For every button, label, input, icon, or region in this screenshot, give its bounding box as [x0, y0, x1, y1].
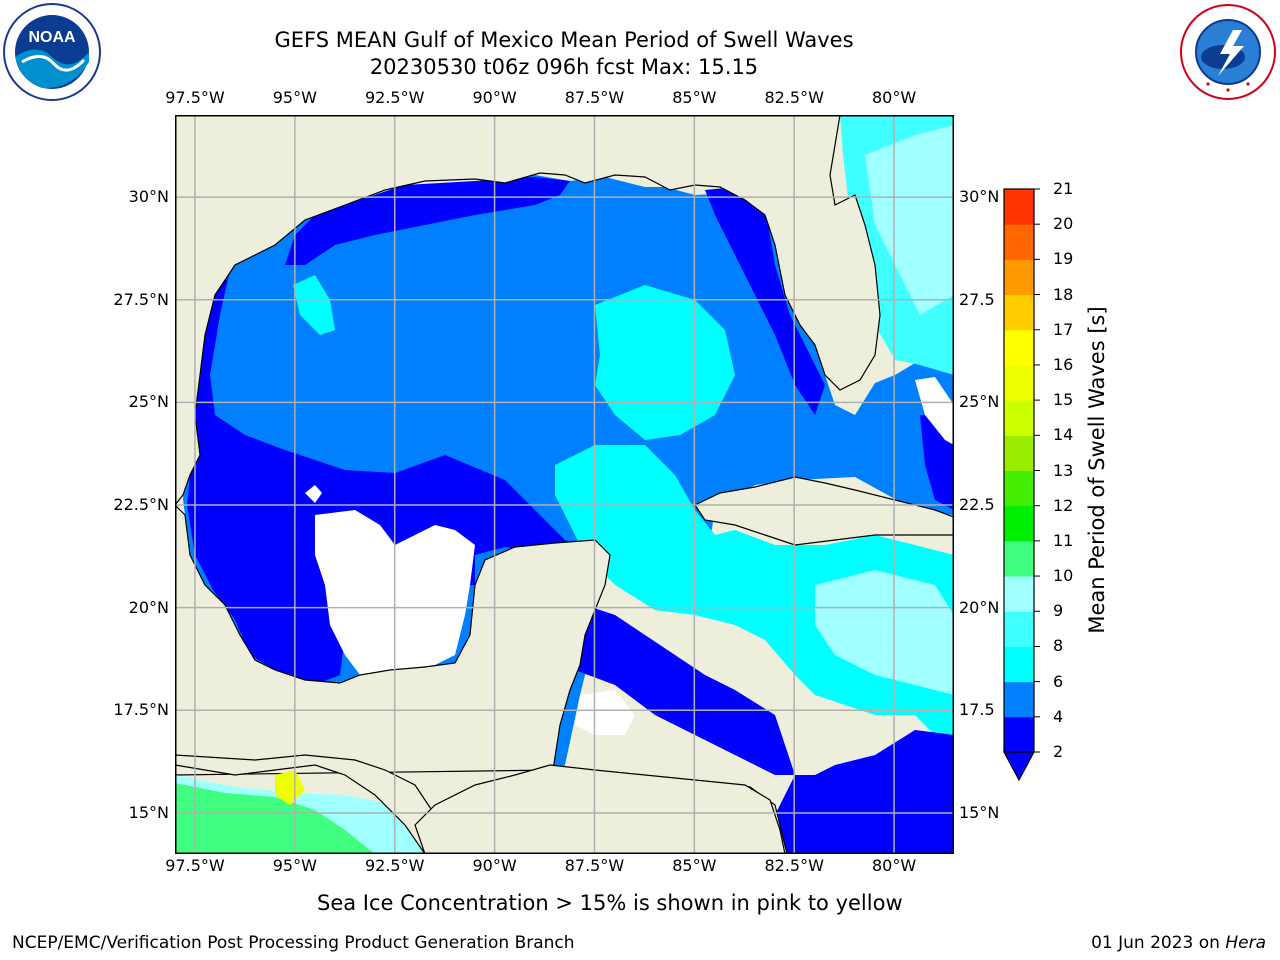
colorbar-tick-label: 12 — [1053, 495, 1074, 515]
colorbar-band — [1004, 576, 1034, 612]
svg-text:NOAA: NOAA — [28, 29, 76, 46]
sea-ice-note: Sea Ice Concentration > 15% is shown in … — [317, 891, 903, 915]
lat-tick-label-right: 17.5 — [959, 700, 995, 720]
colorbar-tick-label: 11 — [1053, 530, 1074, 550]
pacific-water-green — [175, 783, 375, 854]
map-border — [175, 115, 954, 854]
lat-tick-label-left: 17.5°N — [113, 700, 169, 720]
lat-tick-label-left: 15°N — [128, 802, 169, 822]
gulf-water-cyan-south — [555, 445, 954, 755]
map-panel — [175, 115, 954, 854]
lat-tick-label-right: 15°N — [959, 802, 1000, 822]
lon-tick-label: 92.5°W — [364, 856, 425, 875]
lon-tick-label: 80°W — [871, 856, 917, 875]
caribbean-water-pale — [815, 570, 954, 695]
colorbar-band — [1004, 329, 1034, 366]
colorbar-tick-label: 15 — [1053, 390, 1074, 410]
colorbar-tick-label: 17 — [1053, 319, 1074, 339]
colorbar-tick-label: 18 — [1053, 284, 1074, 304]
lon-tick-label: 85°W — [672, 88, 717, 107]
chart-title: GEFS MEAN Gulf of Mexico Mean Period of … — [274, 28, 854, 52]
map-gridlines — [175, 115, 954, 854]
colorbar-band — [1004, 400, 1034, 436]
colorbar-tick-label: 14 — [1053, 425, 1074, 445]
lat-tick-label-left: 22.5°N — [113, 495, 169, 515]
colorbar — [1002, 188, 1040, 782]
lon-tick-label: 90°W — [472, 856, 517, 875]
pacific-water-yellow — [275, 770, 305, 805]
colorbar-title: Mean Period of Swell Waves [s] — [1085, 306, 1109, 634]
colorbar-band — [1004, 716, 1034, 753]
lon-tick-label: 80°W — [871, 88, 917, 107]
colorbar-tick-label: 10 — [1053, 566, 1074, 586]
colorbar-band — [1004, 505, 1034, 542]
caribbean-water-deep — [555, 600, 954, 854]
colorbar-tick-label: 2 — [1053, 742, 1064, 761]
colorbar-tick-label: 16 — [1053, 354, 1074, 374]
colorbar-band — [1004, 611, 1034, 647]
colorbar-tick-label: 19 — [1053, 249, 1074, 269]
gulf-water-cyan-central — [595, 285, 735, 440]
colorbar-band — [1004, 259, 1034, 296]
lon-tick-label: 97.5°W — [165, 856, 225, 875]
gulf-water-cyan-patch-nw — [293, 275, 335, 335]
colorbar-band — [1004, 189, 1034, 225]
lat-tick-label-left: 27.5°N — [113, 289, 169, 309]
land-honduras-coast — [414, 764, 786, 854]
gulf-water-deep-west — [187, 270, 580, 685]
missing-data-florida-keys — [915, 377, 954, 445]
atlantic-water-pale — [865, 125, 954, 315]
lon-tick-label: 85°W — [672, 856, 717, 875]
colorbar-tick-label: 13 — [1053, 460, 1074, 480]
colorbar-band — [1004, 224, 1034, 260]
colorbar-tick-label: 6 — [1053, 671, 1064, 691]
lat-tick-label-left: 20°N — [128, 597, 169, 617]
colorbar-band — [1004, 470, 1034, 507]
colorbar-band — [1004, 435, 1034, 471]
land-central-america-south — [175, 754, 446, 854]
lat-tick-label-left: 25°N — [128, 392, 169, 412]
noaa-logo: NOAA — [3, 3, 101, 101]
colorbar-tick-label: 4 — [1053, 706, 1064, 726]
lat-tick-label-right: 25°N — [959, 392, 1000, 412]
colorbar-band — [1004, 294, 1034, 331]
missing-data-honduras — [575, 690, 635, 735]
chart-subtitle: 20230530 t06z 096h fcst Max: 15.15 — [369, 55, 759, 79]
lon-tick-label: 92.5°W — [364, 88, 425, 107]
lat-tick-label-left: 30°N — [128, 187, 169, 207]
lat-tick-label-right: 20°N — [959, 597, 1000, 617]
nws-logo — [1180, 4, 1276, 100]
footer-date: 01 Jun 2023 on Hera — [1091, 933, 1266, 953]
colorbar-tick-label: 8 — [1053, 636, 1064, 656]
colorbar-band — [1004, 681, 1034, 718]
colorbar-extend-min — [1002, 751, 1036, 782]
land-cuba — [694, 476, 954, 546]
lat-tick-label-right: 30°N — [959, 187, 1000, 207]
colorbar-band — [1004, 646, 1034, 683]
colorbar-tick-label: 9 — [1053, 601, 1064, 621]
missing-data-spot — [305, 485, 322, 503]
colorbar-band — [1004, 364, 1034, 401]
lon-tick-label: 90°W — [472, 88, 517, 107]
lat-tick-label-right: 22.5 — [959, 495, 995, 515]
land-us-coast — [175, 115, 881, 506]
colorbar-band — [1004, 540, 1034, 577]
lon-tick-label: 82.5°W — [764, 88, 824, 107]
lat-tick-label-right: 27.5 — [959, 289, 995, 309]
gulf-water-deep-north — [285, 177, 570, 265]
lon-tick-label: 82.5°W — [764, 856, 824, 875]
lon-tick-label: 97.5°W — [165, 88, 225, 107]
footer-credit: NCEP/EMC/Verification Post Processing Pr… — [12, 933, 575, 953]
gulf-water-deep-east — [705, 187, 825, 415]
colorbar-tick-label: 21 — [1053, 179, 1074, 198]
lon-tick-label: 87.5°W — [564, 856, 625, 875]
lon-tick-label: 87.5°W — [564, 88, 625, 107]
colorbar-tick-label: 20 — [1053, 214, 1074, 234]
lon-tick-label: 95°W — [272, 856, 317, 875]
lon-tick-label: 95°W — [272, 88, 317, 107]
